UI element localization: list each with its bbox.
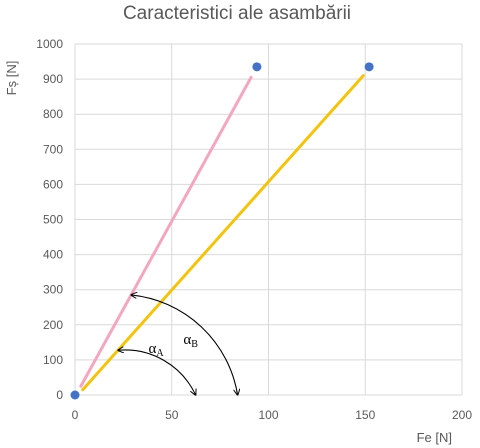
data-point-2 xyxy=(364,62,374,72)
data-point-0 xyxy=(70,390,80,400)
y-tick-label: 300 xyxy=(43,283,63,297)
alpha-b-subscript: B xyxy=(191,339,198,350)
y-tick-label: 700 xyxy=(43,142,63,156)
y-axis-label: Fș [N] xyxy=(4,61,19,96)
x-tick-label: 50 xyxy=(165,408,179,422)
y-tick-label: 600 xyxy=(43,177,63,191)
x-axis-label: Fe [N] xyxy=(417,430,452,445)
y-tick-label: 900 xyxy=(43,72,63,86)
series-line-b xyxy=(81,74,365,392)
y-tick-label: 800 xyxy=(43,107,63,121)
series-lines xyxy=(79,74,365,392)
angle-markers xyxy=(118,295,238,395)
chart-title: Caracteristici ale asambării xyxy=(123,3,351,24)
alpha-b-symbol: α xyxy=(183,332,191,348)
gridlines xyxy=(74,43,463,396)
x-tick-label: 100 xyxy=(258,408,278,422)
svg-text:αB: αB xyxy=(183,332,198,350)
y-tick-label: 400 xyxy=(43,248,63,262)
x-tick-label: 150 xyxy=(355,408,375,422)
annotation-alpha-a: αA xyxy=(149,341,165,359)
y-tick-label: 1000 xyxy=(36,37,63,51)
alpha-a-subscript: A xyxy=(156,348,164,359)
x-tick-label: 0 xyxy=(72,408,79,422)
x-axis-ticks: 0 50 100 150 200 xyxy=(72,408,473,422)
y-tick-label: 100 xyxy=(43,353,63,367)
angle-arc-alpha-b xyxy=(131,295,238,395)
annotation-alpha-b: αB xyxy=(183,332,198,350)
y-tick-label: 200 xyxy=(43,318,63,332)
y-tick-label: 0 xyxy=(56,388,63,402)
y-axis-ticks: 0 100 200 300 400 500 600 700 800 900 1000 xyxy=(36,37,63,402)
y-tick-label: 500 xyxy=(43,213,63,227)
series-line-a xyxy=(79,75,253,388)
x-tick-label: 200 xyxy=(452,408,472,422)
alpha-a-symbol: α xyxy=(149,341,157,357)
data-points xyxy=(70,62,374,400)
svg-text:αA: αA xyxy=(149,341,165,359)
data-point-1 xyxy=(252,62,262,72)
